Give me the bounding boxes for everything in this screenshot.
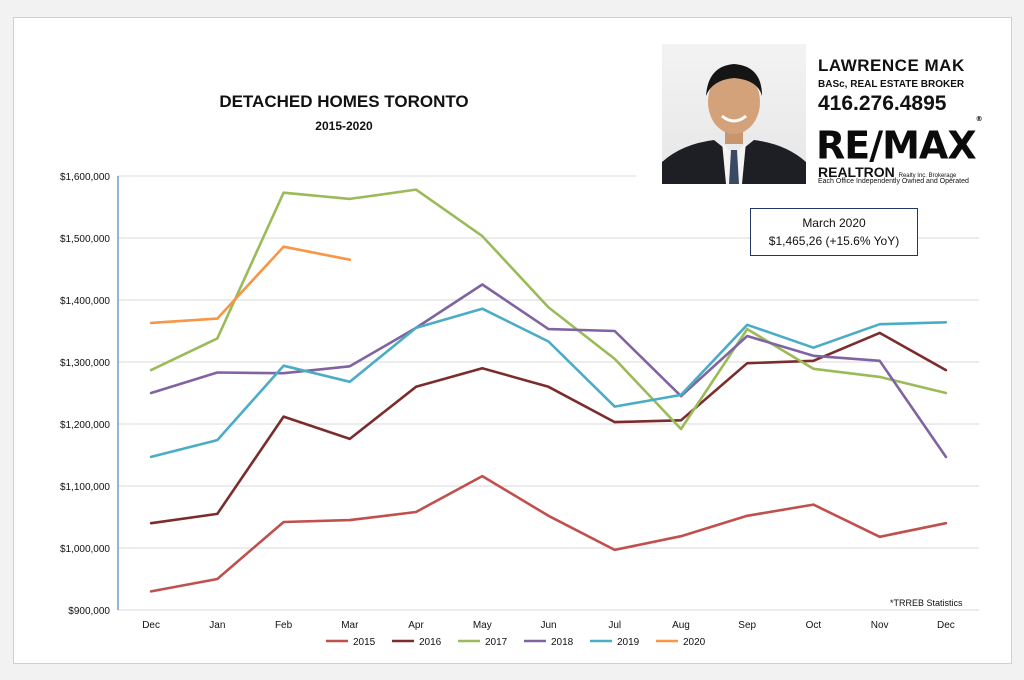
x-tick-label: Dec bbox=[142, 620, 160, 631]
x-tick-label: May bbox=[473, 620, 492, 631]
office-note: Each Office Independently Owned and Oper… bbox=[818, 178, 969, 185]
agent-name: LAWRENCE MAK bbox=[818, 56, 965, 75]
y-tick-label: $1,200,000 bbox=[60, 420, 110, 431]
series-line-2018 bbox=[149, 283, 948, 459]
x-tick-label: Jul bbox=[608, 620, 621, 631]
agent-role: BASc, REAL ESTATE BROKER bbox=[818, 79, 965, 90]
x-tick-label: Jun bbox=[540, 620, 556, 631]
x-tick-label: Jan bbox=[209, 620, 225, 631]
y-tick-label: $1,600,000 bbox=[60, 172, 110, 183]
y-tick-label: $1,300,000 bbox=[60, 358, 110, 369]
brokerage-name: REALTRON bbox=[818, 164, 895, 180]
series-line-2017 bbox=[149, 188, 948, 431]
y-tick-label: $900,000 bbox=[68, 606, 110, 617]
y-tick-label: $1,400,000 bbox=[60, 296, 110, 307]
brokerage-suffix: Realty Inc. Brokerage bbox=[898, 173, 957, 179]
agent-photo bbox=[662, 44, 806, 184]
chart-title: DETACHED HOMES TORONTO bbox=[219, 92, 469, 111]
line-chart: $900,000 $1,000,000 $1,100,000 $1,200,000 $1… bbox=[60, 172, 979, 648]
legend-label-2015: 2015 bbox=[353, 637, 376, 648]
legend-label-2016: 2016 bbox=[419, 637, 442, 648]
y-tick-label: $1,000,000 bbox=[60, 544, 110, 555]
legend-label-2020: 2020 bbox=[683, 637, 706, 648]
realtor-ad: LAWRENCE MAK BASc, REAL ESTATE BROKER 41… bbox=[636, 32, 998, 190]
series-line-2015 bbox=[149, 474, 948, 593]
brand-mark: ® bbox=[975, 115, 983, 123]
x-tick-label: Mar bbox=[341, 620, 359, 631]
x-tick-label: Feb bbox=[275, 620, 293, 631]
legend-label-2019: 2019 bbox=[617, 637, 640, 648]
remax-logo: RE/MAX® bbox=[816, 115, 983, 168]
legend-label-2017: 2017 bbox=[485, 637, 508, 648]
chart-frame: $900,000 $1,000,000 $1,100,000 $1,200,000 $1… bbox=[13, 17, 1012, 664]
series-line-2020 bbox=[149, 245, 352, 325]
agent-portrait-icon bbox=[662, 64, 806, 184]
brokerage-line: REALTRON Realty Inc. Brokerage bbox=[818, 164, 956, 180]
x-tick-label: Nov bbox=[871, 620, 889, 631]
legend-label-2018: 2018 bbox=[551, 637, 574, 648]
series-line-2019 bbox=[149, 307, 948, 459]
x-tick-label: Aug bbox=[672, 620, 690, 631]
source-note: *TRREB Statistics bbox=[890, 598, 963, 608]
x-tick-label: Dec bbox=[937, 620, 955, 631]
x-tick-label: Sep bbox=[738, 620, 756, 631]
y-tick-label: $1,100,000 bbox=[60, 482, 110, 493]
x-tick-label: Oct bbox=[806, 620, 822, 631]
annotation-line-2: $1,465,26 (+15.6% YoY) bbox=[768, 234, 900, 248]
agent-phone: 416.276.4895 bbox=[818, 92, 947, 115]
chart-subtitle: 2015-2020 bbox=[315, 119, 373, 133]
brand-name: RE/MAX bbox=[816, 123, 977, 168]
annotation-line-1: March 2020 bbox=[802, 216, 866, 230]
x-tick-label: Apr bbox=[408, 620, 424, 631]
y-tick-label: $1,500,000 bbox=[60, 234, 110, 245]
annotation-callout: March 2020 $1,465,26 (+15.6% YoY) bbox=[750, 208, 918, 256]
series-line-2016 bbox=[149, 331, 948, 525]
